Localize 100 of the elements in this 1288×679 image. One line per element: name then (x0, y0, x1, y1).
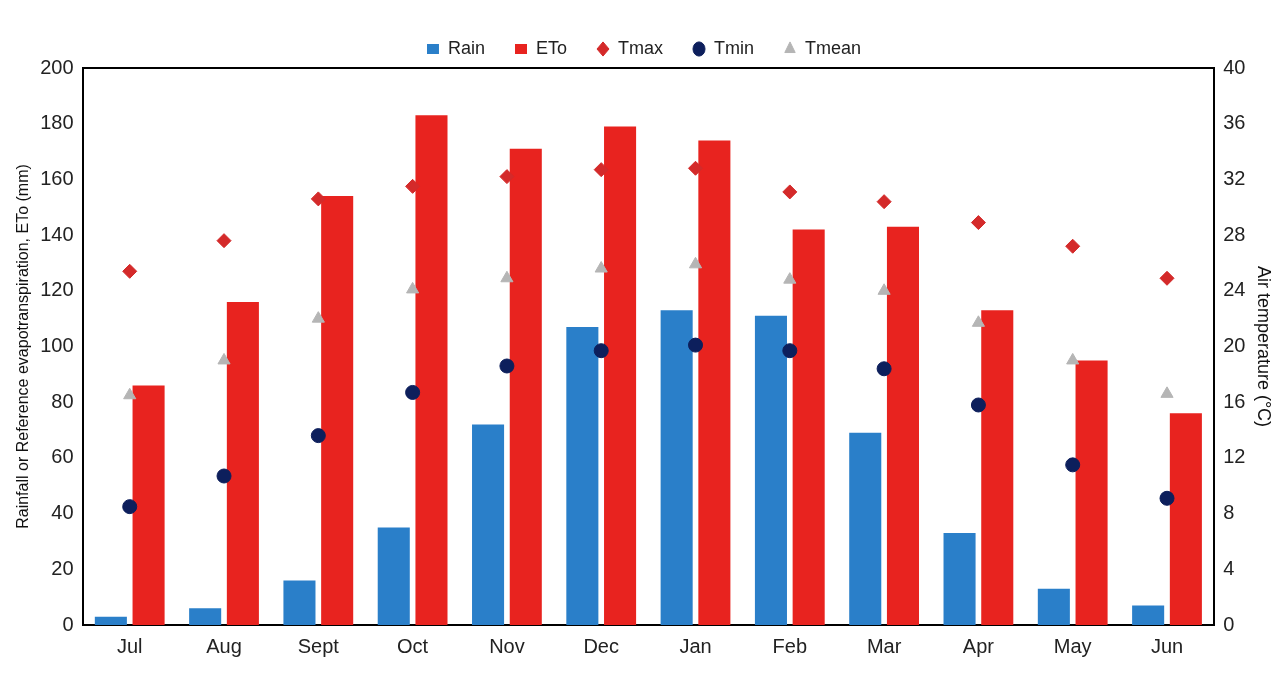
point (310, 428, 326, 444)
y-axis-title: Rainfall or Reference evapotranspiration, ETo (mm) (14, 164, 32, 529)
bar (886, 226, 919, 625)
y-tick-label: 0 (62, 612, 74, 635)
y2-tick-label: 32 (1223, 166, 1246, 189)
legend-label: Tmax (618, 37, 664, 58)
x-tick-label: Jun (1150, 634, 1184, 657)
point (122, 263, 138, 279)
x-tick-label: Feb (772, 634, 808, 657)
y2-tick-label: 40 (1223, 55, 1246, 78)
y2-tick-label: 36 (1223, 111, 1246, 134)
bar (604, 126, 637, 625)
point (971, 315, 985, 327)
bar (321, 196, 354, 625)
bar (1169, 413, 1202, 625)
bar (472, 424, 505, 625)
point (1160, 386, 1174, 398)
bar (226, 301, 259, 625)
point (500, 270, 514, 283)
bar (1132, 605, 1165, 625)
bar (698, 140, 731, 625)
y-tick-label: 60 (51, 445, 74, 468)
y2-tick-label: 16 (1223, 389, 1246, 412)
x-tick-label: Oct (397, 634, 429, 657)
y2-tick-label: 28 (1223, 222, 1246, 245)
point (1065, 457, 1081, 473)
y-tick-label: 120 (40, 278, 74, 301)
y2-tick-label: 12 (1223, 445, 1246, 468)
y-tick-label: 200 (40, 55, 74, 78)
point (970, 215, 986, 231)
point (1159, 270, 1175, 286)
point (876, 361, 892, 377)
point (499, 358, 515, 374)
point (406, 281, 420, 294)
bar (415, 115, 448, 625)
point (688, 337, 704, 353)
point (405, 178, 421, 194)
point (217, 352, 231, 365)
bar (943, 533, 976, 625)
point (216, 233, 232, 249)
point (405, 384, 421, 400)
point (122, 499, 138, 515)
bar (94, 616, 127, 625)
bar (509, 148, 542, 625)
bar (377, 527, 410, 625)
legend-label: Rain (447, 37, 485, 58)
point (1065, 238, 1081, 254)
x-tick-label: Aug (206, 634, 242, 657)
y-tick-label: 140 (40, 222, 74, 245)
point (311, 311, 325, 323)
y-tick-label: 40 (51, 501, 74, 524)
point (876, 194, 892, 210)
legend-label: Tmean (805, 37, 862, 58)
bar (981, 310, 1014, 625)
y-tick-label: 160 (40, 166, 74, 189)
bar (132, 385, 165, 625)
legend-label: ETo (535, 37, 568, 58)
y-tick-label: 180 (40, 111, 74, 134)
point (688, 256, 703, 269)
y-tick-label: 100 (40, 334, 74, 357)
bar (1037, 588, 1070, 625)
y2-tick-label: 0 (1223, 612, 1235, 635)
x-tick-label: Jan (679, 634, 712, 657)
y2-tick-label: 20 (1223, 334, 1246, 357)
bar (792, 229, 825, 625)
x-tick-label: Sept (297, 634, 340, 657)
x-tick-label: May (1053, 634, 1092, 657)
x-tick-label: Apr (962, 634, 995, 657)
x-tick-label: Nov (489, 634, 525, 657)
x-tick-label: Mar (866, 634, 902, 657)
y-tick-label: 20 (51, 556, 74, 579)
point (1066, 352, 1080, 365)
y2-tick-label: 24 (1223, 278, 1246, 301)
bar (566, 327, 599, 625)
point (970, 397, 986, 413)
bar (849, 432, 882, 625)
bar (1075, 360, 1108, 625)
y-tick-label: 80 (51, 389, 74, 412)
bar (660, 310, 693, 625)
y2-tick-label: 4 (1223, 556, 1235, 579)
bar (189, 608, 222, 625)
point (593, 162, 609, 178)
point (688, 160, 704, 176)
point (310, 191, 326, 207)
point (123, 387, 137, 400)
point (499, 169, 515, 185)
point (782, 343, 798, 359)
point (593, 343, 609, 359)
bar (283, 580, 316, 625)
point (782, 184, 798, 200)
bar (754, 315, 787, 625)
x-tick-label: Jul (116, 634, 143, 657)
point (877, 283, 891, 295)
point (783, 272, 797, 284)
legend-label: Tmin (714, 37, 755, 58)
point (594, 261, 608, 273)
point (216, 468, 232, 484)
x-tick-label: Dec (583, 634, 619, 657)
y2-axis-title: Air temperature (°C) (1254, 265, 1275, 428)
point (1159, 490, 1175, 506)
